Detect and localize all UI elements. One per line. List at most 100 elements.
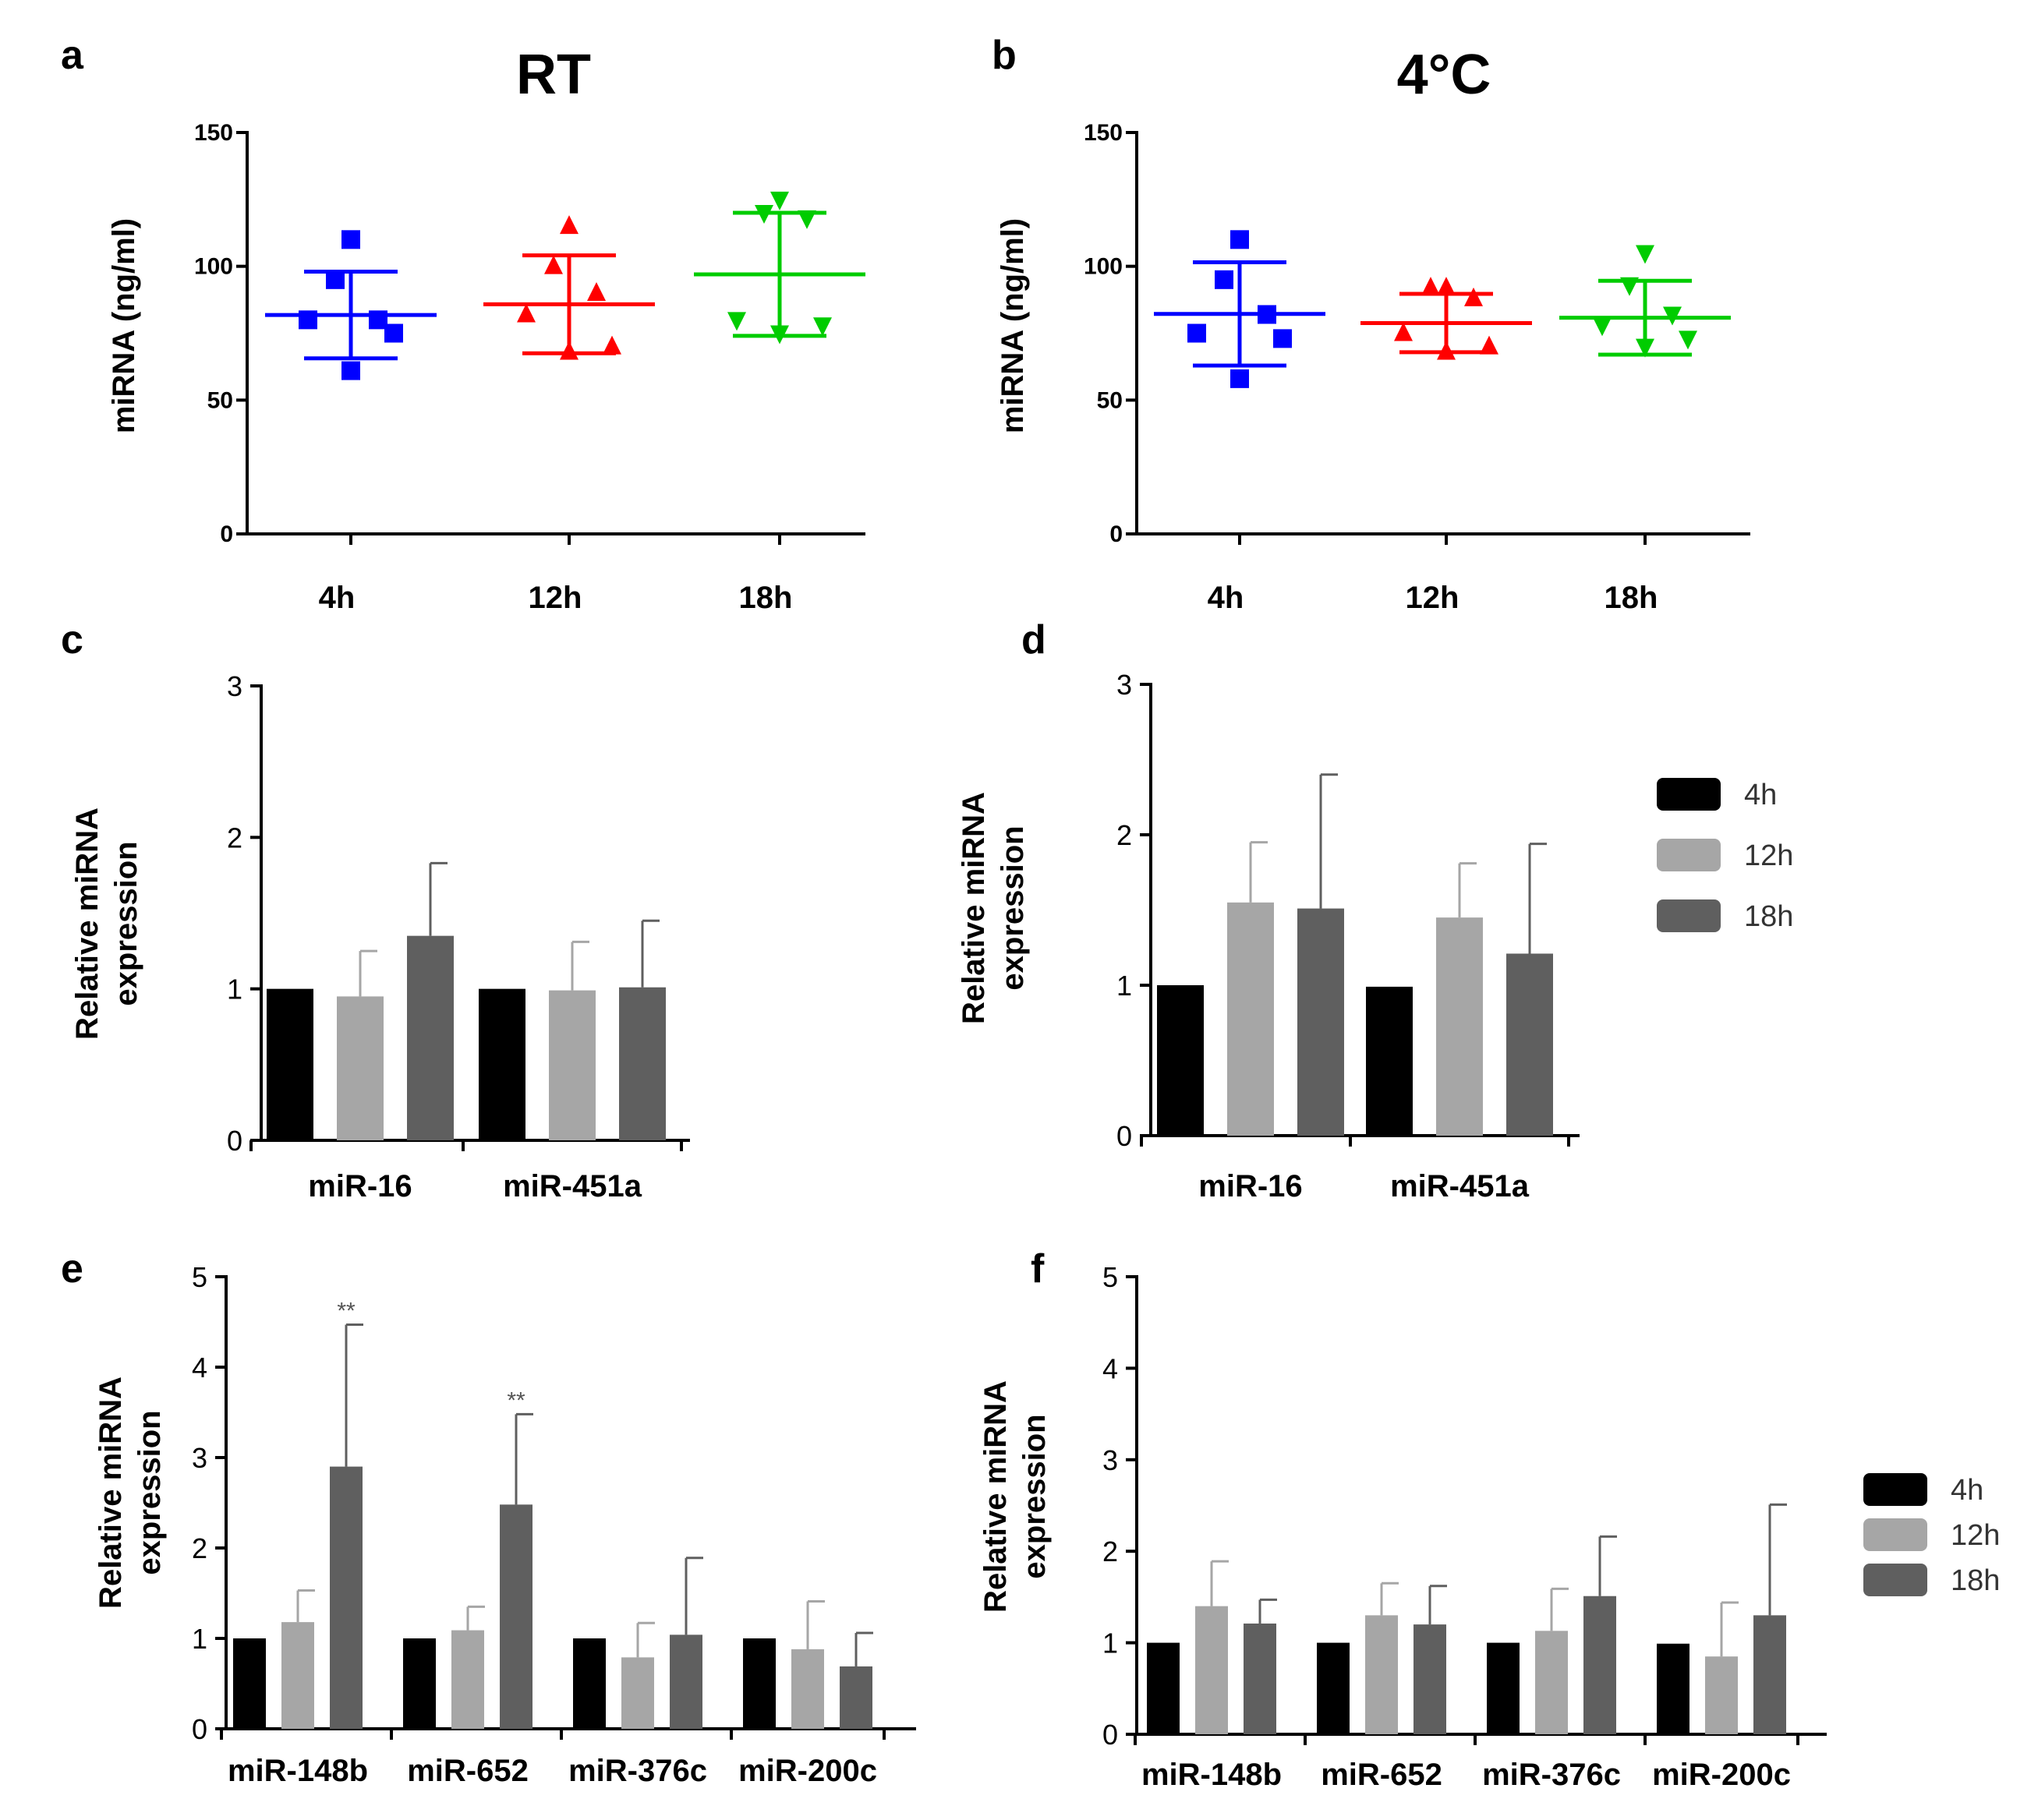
bar bbox=[1317, 1642, 1350, 1734]
panel-letter-f: f bbox=[1031, 1246, 1045, 1292]
panel-letter-b: b bbox=[992, 33, 1017, 78]
x-tick-label: 4h bbox=[319, 581, 356, 615]
panel-f-ylabel-line1: Relative miRNA bbox=[978, 1380, 1013, 1613]
panel-e-ylabel-line2: expression bbox=[133, 1410, 167, 1574]
data-point bbox=[1258, 305, 1276, 324]
panel-a-title: RT bbox=[516, 44, 591, 106]
panel-letter-a: a bbox=[61, 33, 84, 78]
y-tick-label: 50 bbox=[207, 387, 233, 413]
data-point bbox=[1230, 369, 1249, 388]
data-point bbox=[384, 323, 403, 343]
data-point bbox=[1620, 277, 1639, 296]
panel-b: b 4°C miRNA (ng/ml) 0 50 100 150 4h 12h 18h bbox=[992, 33, 1750, 615]
bar bbox=[1365, 1615, 1398, 1734]
bar bbox=[407, 935, 454, 1140]
x-tick-label: miR-148b bbox=[228, 1754, 368, 1788]
panel-letter-e: e bbox=[61, 1246, 83, 1292]
bar bbox=[1366, 986, 1413, 1136]
panel-f-legend: 4h 12h 18h bbox=[1863, 1473, 2000, 1597]
y-tick-label: 3 bbox=[1116, 669, 1132, 701]
bar bbox=[281, 1622, 314, 1729]
panel-b-plot: 0 50 100 150 4h 12h 18h bbox=[1084, 120, 1750, 615]
bar bbox=[840, 1666, 872, 1729]
panel-e: e Relative miRNA expression 0 1 2 3 4 5 miR-14… bbox=[61, 1246, 916, 1788]
bar bbox=[1157, 985, 1204, 1136]
data-point bbox=[1679, 330, 1697, 350]
x-tick-label: miR-200c bbox=[738, 1754, 877, 1788]
legend-label: 12h bbox=[1744, 839, 1793, 872]
data-point bbox=[1394, 322, 1413, 341]
y-tick-label: 4 bbox=[192, 1352, 207, 1384]
y-tick-label: 2 bbox=[1116, 819, 1132, 851]
y-tick-label: 5 bbox=[1102, 1261, 1118, 1293]
legend-swatch bbox=[1863, 1473, 1927, 1506]
bar bbox=[479, 988, 525, 1140]
data-point bbox=[326, 270, 345, 289]
data-point bbox=[1437, 341, 1456, 360]
data-point bbox=[798, 210, 816, 229]
y-tick-label: 3 bbox=[1102, 1444, 1118, 1476]
bar bbox=[1436, 917, 1483, 1136]
panel-f-plot: 0 1 2 3 4 5 miR-148b miR-652 miR-376c miR-200c bbox=[1102, 1261, 1827, 1792]
data-point bbox=[1464, 287, 1483, 306]
legend-label: 4h bbox=[1744, 779, 1777, 811]
panel-a-ylabel: miRNA (ng/ml) bbox=[107, 218, 141, 433]
data-point bbox=[1636, 245, 1654, 264]
panel-a: a RT miRNA (ng/ml) 0 50 100 150 4h 12h 18h bbox=[61, 33, 865, 615]
data-point bbox=[560, 215, 578, 235]
x-tick-label: miR-652 bbox=[407, 1754, 529, 1788]
y-tick-label: 0 bbox=[1102, 1719, 1118, 1751]
legend-swatch bbox=[1657, 899, 1721, 932]
bar bbox=[1657, 1643, 1689, 1734]
legend-label: 18h bbox=[1951, 1564, 2000, 1597]
data-point bbox=[1480, 335, 1498, 355]
panel-d-legend: 4h 12h 18h bbox=[1657, 778, 1793, 933]
panel-d-plot: 0 1 2 3 miR-16 miR-451a bbox=[1116, 669, 1580, 1203]
y-tick-label: 0 bbox=[220, 521, 233, 547]
panel-e-ylabel-line1: Relative miRNA bbox=[94, 1376, 128, 1609]
bar bbox=[573, 1638, 606, 1729]
x-tick-label: miR-16 bbox=[1198, 1169, 1302, 1203]
data-point bbox=[1273, 329, 1292, 348]
panel-c-ylabel-line1: Relative miRNA bbox=[70, 808, 104, 1040]
bar bbox=[330, 1466, 363, 1729]
y-tick-label: 4 bbox=[1102, 1352, 1118, 1384]
y-tick-label: 3 bbox=[227, 670, 242, 702]
x-tick-label: miR-376c bbox=[568, 1754, 707, 1788]
data-point bbox=[1215, 270, 1233, 289]
x-tick-label: miR-148b bbox=[1141, 1758, 1282, 1792]
data-point bbox=[587, 282, 606, 301]
legend-swatch bbox=[1863, 1564, 1927, 1596]
panel-b-title: 4°C bbox=[1397, 44, 1491, 106]
y-tick-label: 5 bbox=[192, 1261, 207, 1293]
data-point bbox=[1636, 338, 1654, 358]
data-point bbox=[1663, 306, 1682, 326]
data-point bbox=[560, 341, 578, 360]
data-point bbox=[1230, 230, 1249, 249]
legend-label: 12h bbox=[1951, 1519, 2000, 1552]
bar bbox=[500, 1504, 532, 1729]
y-tick-label: 1 bbox=[227, 974, 242, 1005]
bar bbox=[233, 1638, 266, 1729]
legend-swatch bbox=[1657, 839, 1721, 871]
x-tick-label: miR-451a bbox=[1390, 1169, 1530, 1203]
x-tick-label: miR-451a bbox=[503, 1169, 642, 1203]
bar bbox=[1506, 953, 1553, 1136]
x-tick-label: miR-200c bbox=[1652, 1758, 1791, 1792]
legend-swatch bbox=[1657, 778, 1721, 811]
bar bbox=[1195, 1606, 1228, 1734]
y-tick-label: 50 bbox=[1097, 387, 1123, 413]
bar bbox=[451, 1630, 484, 1729]
y-tick-label: 1 bbox=[192, 1623, 207, 1655]
bar bbox=[1705, 1656, 1738, 1734]
bar bbox=[267, 988, 313, 1140]
x-tick-label: 12h bbox=[529, 581, 582, 615]
data-point bbox=[1421, 277, 1440, 296]
x-tick-label: 4h bbox=[1208, 581, 1244, 615]
y-tick-label: 1 bbox=[1116, 970, 1132, 1002]
panel-letter-c: c bbox=[61, 617, 83, 663]
bar bbox=[619, 987, 666, 1140]
panel-a-plot: 0 50 100 150 4h 12h 18h bbox=[194, 120, 865, 615]
bar bbox=[1227, 902, 1274, 1136]
legend-swatch bbox=[1863, 1518, 1927, 1551]
